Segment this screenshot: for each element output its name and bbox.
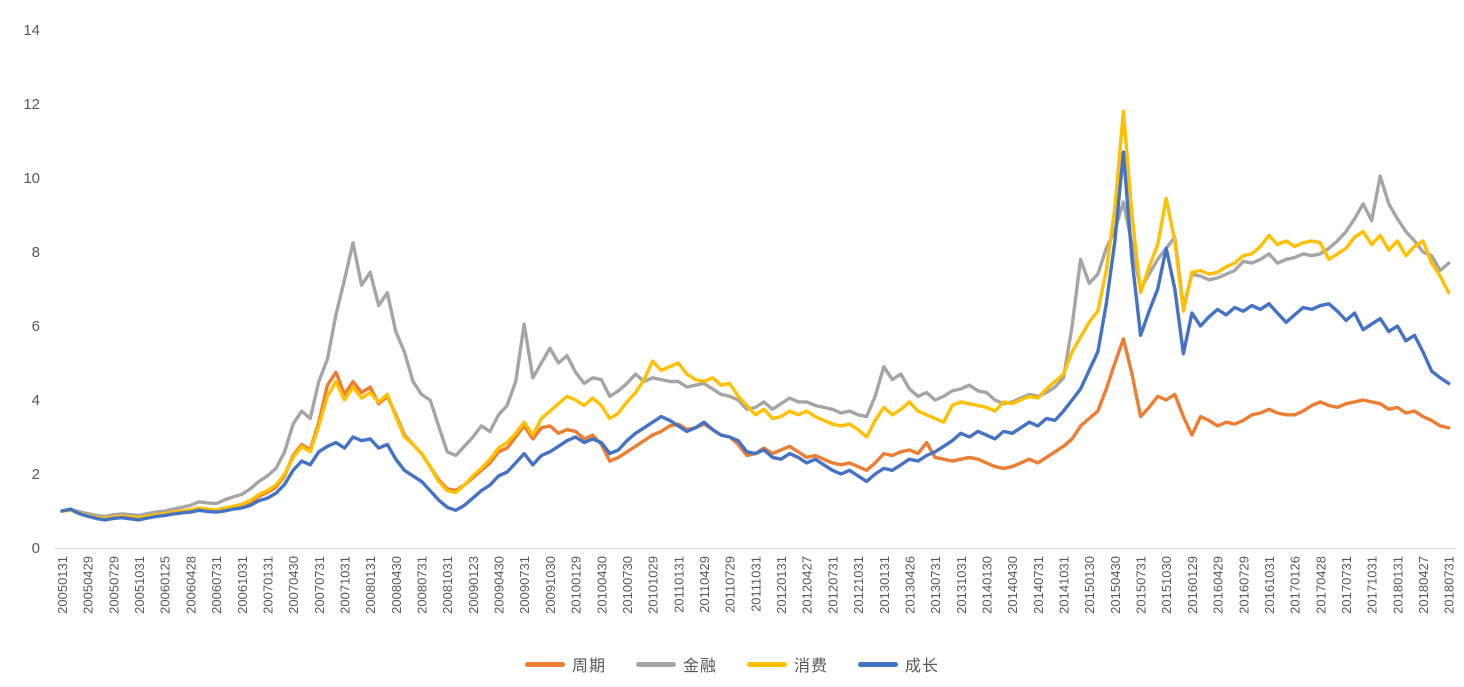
x-axis-tick-label: 20151030	[1159, 556, 1174, 614]
x-axis-tick-label: 20051031	[132, 556, 147, 614]
x-axis-tick-label: 20081031	[440, 556, 455, 614]
legend-item-金融[interactable]: 金融	[635, 652, 717, 676]
y-axis-tick-label: 10	[23, 170, 40, 187]
legend-item-消费[interactable]: 消费	[747, 652, 828, 676]
x-axis-tick-label: 20100129	[569, 556, 584, 614]
x-axis-tick-label: 20120731	[825, 556, 840, 614]
x-axis-tick-label: 20100430	[594, 556, 609, 614]
chart-legend: 周期 金融 消费 成长	[0, 652, 1464, 676]
x-axis-tick-label: 20110429	[697, 556, 712, 613]
y-axis-tick-label: 2	[32, 466, 40, 483]
x-axis-tick-label: 20101029	[646, 556, 661, 614]
x-axis-tick-label: 20180731	[1442, 556, 1457, 614]
series-line-成长	[60, 150, 1451, 522]
x-axis-tick-label: 20150430	[1108, 556, 1123, 614]
legend-item-周期[interactable]: 周期	[524, 652, 606, 676]
x-axis-tick-label: 20120131	[774, 556, 789, 614]
series-line-周期	[60, 337, 1451, 521]
x-axis-tick-label: 20170428	[1313, 556, 1328, 614]
legend-label: 成长	[905, 658, 940, 675]
legend-swatch-icon	[524, 661, 565, 667]
x-axis-tick-label: 20100730	[620, 556, 635, 614]
x-axis-tick-label: 20080731	[415, 556, 430, 614]
x-axis-tick-label: 20161031	[1262, 556, 1277, 614]
x-axis-tick-label: 20140430	[1005, 556, 1020, 614]
y-axis-tick-label: 14	[23, 22, 40, 39]
x-axis-tick-label: 20150130	[1082, 556, 1097, 614]
legend-swatch-icon	[635, 661, 676, 667]
x-axis-tick-label: 20160729	[1236, 556, 1251, 614]
legend-swatch-icon	[747, 661, 787, 667]
x-axis-tick-label: 20091030	[543, 556, 558, 614]
y-axis-tick-label: 8	[32, 244, 40, 261]
x-axis-tick-label: 20080131	[363, 556, 378, 614]
x-axis-tick-label: 20050429	[81, 556, 96, 614]
x-axis-tick-label: 20120427	[800, 556, 815, 614]
x-axis-tick-label: 20110729	[723, 556, 738, 613]
x-axis-tick-label: 20130131	[877, 556, 892, 614]
y-axis-tick-label: 12	[23, 96, 40, 113]
x-axis-tick-label: 20050729	[106, 556, 121, 614]
x-axis-tick-label: 20050131	[55, 556, 70, 614]
x-axis-tick-label: 20171031	[1365, 556, 1380, 614]
x-axis-tick-label: 20121031	[851, 556, 866, 614]
x-axis-tick-label: 20090731	[517, 556, 532, 614]
x-axis-tick-label: 20160129	[1185, 556, 1200, 614]
x-axis-tick-label: 20180427	[1416, 556, 1431, 614]
series-line-金融	[60, 174, 1451, 519]
x-axis-tick-label: 20090430	[492, 556, 507, 614]
series-line-消费	[60, 109, 1451, 521]
legend-label: 消费	[794, 658, 829, 675]
x-axis-tick-label: 20060731	[209, 556, 224, 614]
x-axis-tick-label: 20141031	[1057, 556, 1072, 614]
x-axis-tick-label: 20160429	[1211, 556, 1226, 614]
y-axis-tick-label: 0	[32, 540, 40, 557]
x-axis-tick-label: 20180131	[1390, 556, 1405, 614]
legend-label: 周期	[571, 658, 606, 675]
x-axis-tick-label: 20150731	[1134, 556, 1149, 614]
x-axis-tick-label: 20070430	[286, 556, 301, 614]
x-axis-tick-label: 20111031	[748, 556, 763, 612]
x-axis-tick-label: 20090123	[466, 556, 481, 614]
x-axis-tick-label: 20070731	[312, 556, 327, 614]
x-axis-tick-label: 20071031	[338, 556, 353, 614]
x-axis-tick-label: 20140130	[980, 556, 995, 614]
x-axis-tick-label: 20061031	[235, 556, 250, 614]
x-axis-tick-label: 20130426	[902, 556, 917, 614]
x-axis-tick-label: 20110131	[671, 556, 686, 613]
x-axis-tick-label: 20060125	[158, 556, 173, 614]
y-axis-tick-label: 4	[32, 392, 40, 409]
x-axis-tick-label: 20170731	[1339, 556, 1354, 614]
legend-item-成长[interactable]: 成长	[858, 652, 939, 676]
x-axis-tick-label: 20170126	[1288, 556, 1303, 614]
x-axis-tick-label: 20131031	[954, 556, 969, 614]
x-axis-tick-label: 20080430	[389, 556, 404, 614]
y-axis-tick-label: 6	[32, 318, 40, 335]
x-axis-tick-label: 20060428	[183, 556, 198, 614]
legend-label: 金融	[682, 658, 717, 675]
x-axis-tick-label: 20140731	[1031, 556, 1046, 614]
legend-swatch-icon	[858, 661, 899, 667]
x-axis-tick-label: 20070131	[260, 556, 275, 614]
x-axis-tick-label: 20130731	[928, 556, 943, 614]
